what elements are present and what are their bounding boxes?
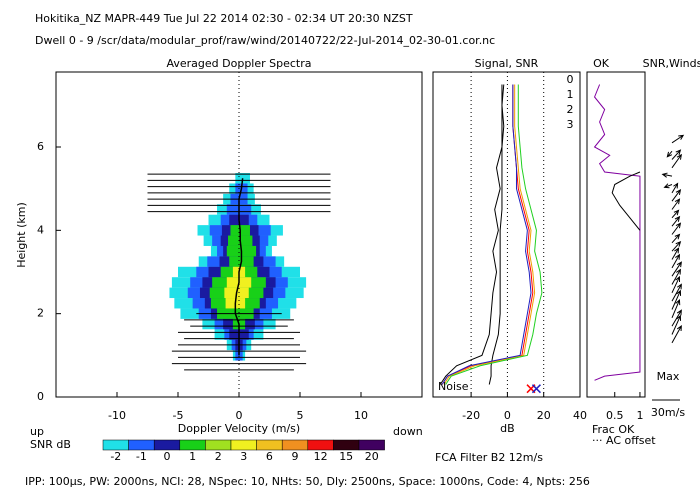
x-tick-label: -5	[173, 409, 184, 422]
wind-arrow	[671, 309, 682, 327]
wind-arrow	[663, 183, 673, 189]
wind-arrow	[671, 182, 679, 194]
colorbar-swatch	[128, 439, 155, 451]
x-tick-label: 1	[636, 409, 643, 422]
colorbar-title: SNR dB	[30, 438, 71, 451]
colorbar-swatch	[281, 439, 309, 451]
annotation: Noise	[438, 380, 469, 393]
colorbar-swatch	[102, 439, 129, 451]
colorbar-label: -2	[110, 450, 121, 463]
wind-arrow	[671, 261, 682, 277]
colorbar-label: 12	[314, 450, 328, 463]
colorbar-label: 15	[339, 450, 353, 463]
colorbar-label: -1	[136, 450, 147, 463]
wind-arrow	[671, 283, 682, 302]
colorbar-swatch	[307, 439, 334, 451]
x-tick-label: 0	[504, 409, 511, 422]
legend-entry: 2	[567, 103, 574, 116]
profile-line	[488, 84, 503, 385]
up-label: up	[30, 425, 44, 438]
y-tick-label: 6	[37, 140, 44, 153]
panel-note: ··· AC offset	[592, 434, 656, 447]
parameters: IPP: 100μs, PW: 2000ns, NCI: 28, NSpec: …	[25, 475, 590, 488]
x-axis-label: dB	[500, 422, 515, 435]
wind-arrow	[671, 289, 682, 310]
wind-arrow	[671, 209, 680, 219]
panel-note: Frac OK	[592, 423, 635, 436]
x-tick-label: 5	[297, 409, 304, 422]
wind-arrow	[671, 198, 681, 210]
scale-label: 30m/s	[651, 406, 685, 419]
legend-entry: 0	[567, 73, 574, 86]
profile-line	[439, 84, 505, 385]
colorbar-swatch	[205, 439, 232, 451]
x-tick-label: 40	[573, 409, 587, 422]
wind-arrow	[671, 325, 682, 344]
wind-arrow	[671, 189, 682, 202]
colorbar-label: 9	[292, 450, 299, 463]
panel-frame	[432, 71, 581, 398]
panel-title: Signal, SNR	[475, 57, 539, 70]
colorbar-label: 2	[215, 450, 222, 463]
wind-arrow	[671, 233, 681, 244]
profile-line	[443, 84, 536, 385]
legend-entry: 3	[567, 118, 574, 131]
title: Hokitika_NZ MAPR-449 Tue Jul 22 2014 02:…	[35, 12, 413, 25]
y-tick-label: 4	[37, 223, 44, 236]
y-tick-label: 0	[37, 390, 44, 403]
colorbar-label: 3	[240, 450, 247, 463]
colorbar-label: 1	[189, 450, 196, 463]
x-tick-label: 0	[236, 409, 243, 422]
legend-entry: 1	[567, 88, 574, 101]
panel-frame	[586, 71, 646, 398]
down-label: down	[393, 425, 423, 438]
panel-title: Averaged Doppler Spectra	[166, 57, 311, 70]
scale-label: Max	[657, 370, 680, 383]
x-tick-label: -10	[108, 409, 126, 422]
profile-line	[593, 84, 641, 381]
wind-arrow	[671, 299, 681, 319]
wind-arrow	[671, 153, 683, 169]
colorbar-swatch	[358, 439, 385, 451]
x-tick-label: -20	[462, 409, 480, 422]
x-tick-label: 20	[537, 409, 551, 422]
wind-arrow	[671, 222, 682, 235]
colorbar-swatch	[256, 439, 283, 451]
y-tick-label: 2	[37, 307, 44, 320]
wind-arrow	[671, 268, 681, 285]
colorbar-swatch	[333, 439, 360, 451]
x-tick-label: 0.5	[606, 409, 624, 422]
colorbar-swatch	[230, 439, 257, 451]
profile-line	[611, 171, 641, 231]
y-axis-label: Height (km)	[15, 202, 28, 268]
colorbar-label: 20	[365, 450, 379, 463]
x-axis-label: Doppler Velocity (m/s)	[178, 422, 300, 435]
colorbar-label: 6	[266, 450, 273, 463]
wind-arrow	[671, 247, 680, 260]
x-tick-label: 10	[354, 409, 368, 422]
panel-title: SNR,Winds	[643, 57, 700, 70]
wind-arrow	[671, 314, 682, 335]
filter-note: FCA Filter B2 12m/s	[435, 451, 543, 464]
wind-arrow	[661, 172, 673, 178]
profile-line	[445, 84, 543, 385]
panel-title: OK	[593, 57, 610, 70]
wind-arrow	[671, 134, 685, 144]
subtitle: Dwell 0 - 9 /scr/data/modular_prof/raw/w…	[35, 34, 495, 47]
colorbar-label: 0	[164, 450, 171, 463]
wind-arrow	[671, 275, 681, 294]
wind-arrow	[671, 215, 681, 227]
colorbar-swatch	[179, 439, 206, 451]
wind-arrow	[671, 253, 681, 269]
profile-line	[441, 84, 532, 385]
noise-marker	[531, 384, 541, 394]
wind-arrow	[671, 240, 682, 252]
wind-arrow	[671, 149, 682, 160]
mean-velocity	[234, 178, 244, 356]
colorbar-swatch	[153, 439, 181, 451]
wind-arrow	[666, 150, 673, 158]
